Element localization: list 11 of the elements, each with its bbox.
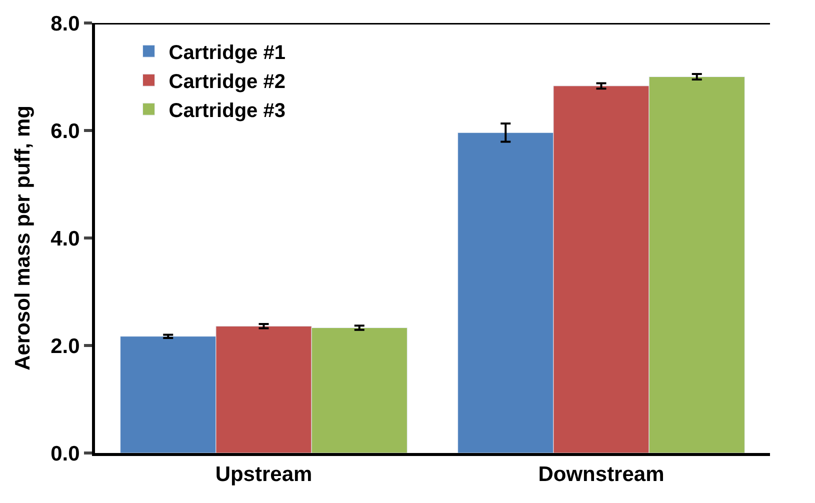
y-tick-label: 0.0 (50, 442, 80, 466)
legend-label: Cartridge #1 (168, 42, 286, 64)
y-tick-label: 2.0 (50, 334, 80, 358)
y-tick-label: 8.0 (50, 12, 80, 36)
y-axis-title: Aerosol mass per puff, mg (12, 106, 35, 370)
x-tick-label: Upstream (215, 463, 312, 486)
y-tick-label: 6.0 (50, 120, 80, 143)
y-tick-label: 4.0 (50, 227, 80, 250)
legend-label: Cartridge #3 (168, 100, 286, 122)
legend-label: Cartridge #2 (168, 70, 286, 93)
x-tick-label: Downstream (538, 463, 664, 486)
